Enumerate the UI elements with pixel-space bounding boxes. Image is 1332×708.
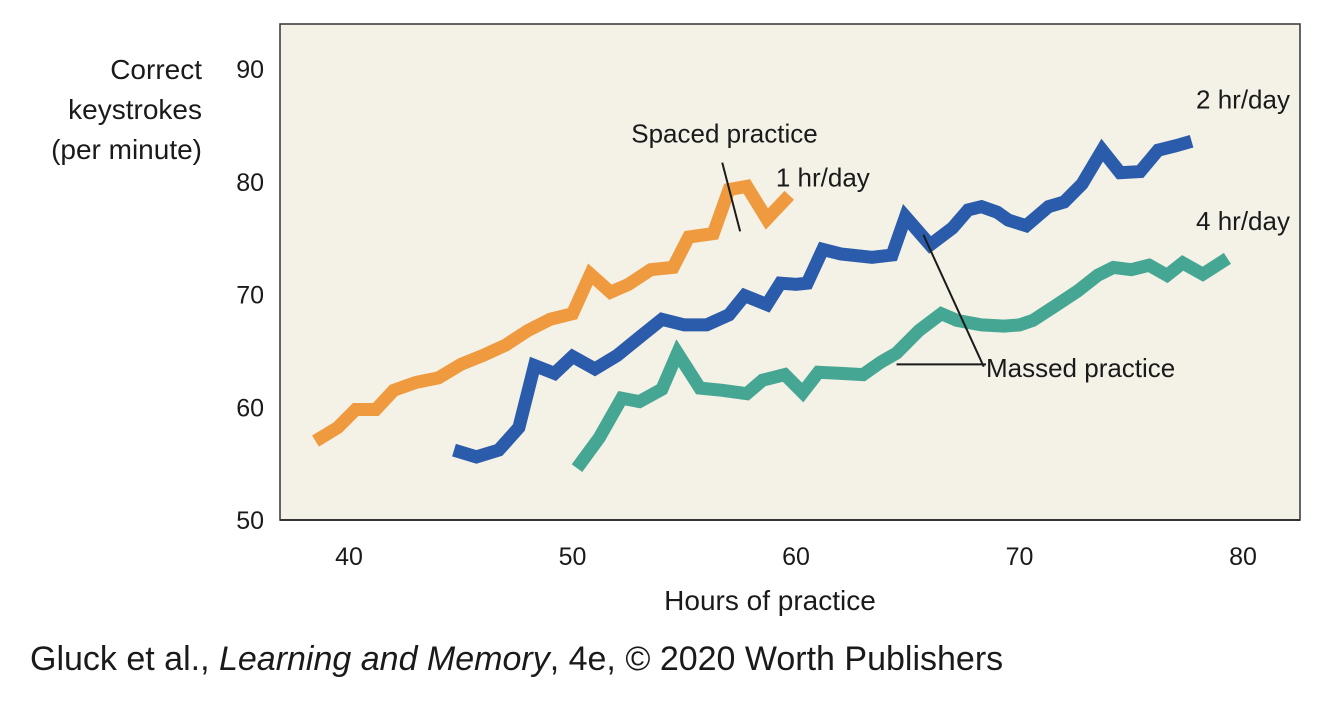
annotation-label: 4 hr/day	[1196, 206, 1290, 236]
y-ticks: 50 60 70 80 90	[236, 56, 264, 535]
series-layer	[312, 134, 1231, 472]
y-tick-label: 90	[236, 56, 264, 84]
y-axis-label-line-2: keystrokes	[68, 94, 202, 125]
annotation-label: 2 hr/day	[1196, 84, 1290, 114]
annotation-pointer	[721, 162, 742, 232]
y-axis-label-line-3: (per minute)	[51, 134, 202, 165]
series-line-1	[312, 179, 795, 447]
x-tick-label: 80	[1229, 543, 1257, 571]
annotation-label: 1 hr/day	[776, 162, 870, 192]
y-axis-label: Correct keystrokes (per minute)	[0, 50, 202, 170]
series-line-3	[571, 252, 1231, 472]
figure-credit: Gluck et al., Learning and Memory, 4e, ©…	[30, 640, 1003, 679]
credit-book-title: Learning and Memory	[218, 640, 550, 678]
y-tick-label: 70	[236, 282, 264, 310]
annotation-label: Spaced practice	[631, 118, 817, 148]
annotation-pointer	[922, 234, 985, 368]
x-tick-label: 70	[1006, 543, 1034, 571]
x-tick-label: 60	[782, 543, 810, 571]
x-tick-label: 40	[335, 543, 363, 571]
y-tick-label: 60	[236, 394, 264, 422]
annotation-pointers	[721, 162, 986, 368]
series-line-2	[452, 134, 1194, 464]
annotation-label: Massed practice	[986, 353, 1175, 383]
x-ticks: 40 50 60 70 80	[335, 543, 1257, 571]
y-axis-label-line-1: Correct	[110, 54, 202, 85]
annotations: Spaced practice 1 hr/day 2 hr/day 4 hr/day M…	[631, 84, 1290, 382]
x-axis-label: Hours of practice	[664, 585, 876, 616]
y-tick-label: 80	[236, 169, 264, 197]
credit-authors: Gluck et al.,	[30, 640, 219, 678]
credit-publisher: , 4e, © 2020 Worth Publishers	[549, 640, 1004, 678]
x-tick-label: 50	[559, 543, 587, 571]
y-tick-label: 50	[236, 507, 264, 535]
